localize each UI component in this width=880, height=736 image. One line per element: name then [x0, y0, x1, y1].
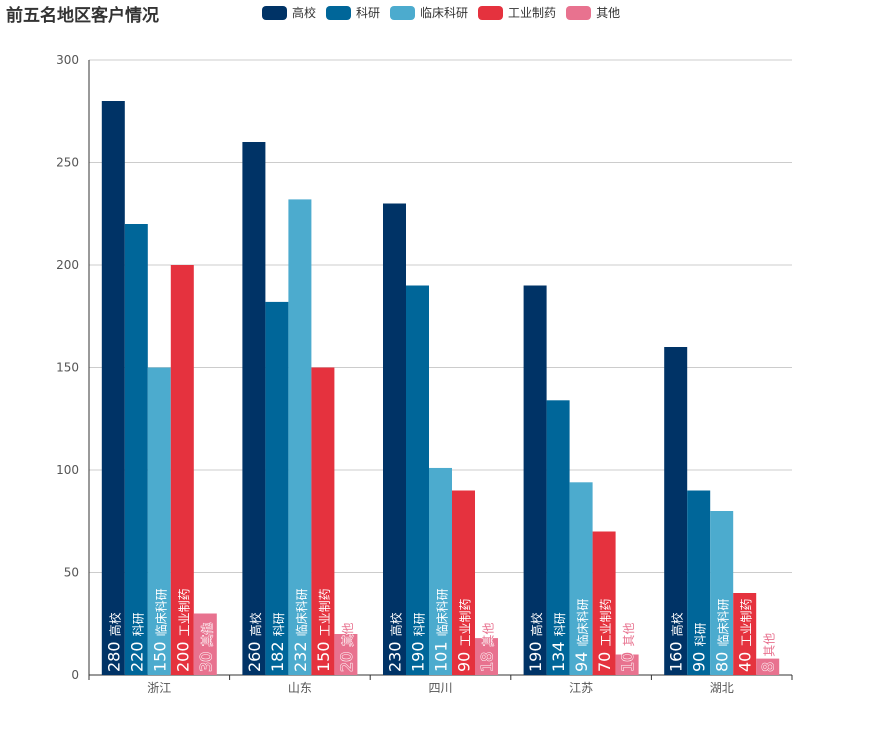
bar [311, 367, 335, 675]
y-tick-label: 100 [56, 463, 79, 477]
bar-data-label: 232 临床科研 [291, 588, 310, 672]
legend-swatch [390, 5, 416, 20]
legend-label: 其他 [596, 6, 621, 20]
bar [733, 593, 757, 675]
bar-data-label: 30 其他 [196, 623, 215, 672]
bar-data-label: 220 科研 [127, 612, 146, 672]
bar-data-label: 80 临床科研 [713, 599, 732, 672]
bar [569, 482, 593, 675]
bar [242, 142, 266, 675]
bar [523, 285, 547, 675]
bar [756, 658, 780, 675]
bar-data-label: 90 工业制药 [455, 599, 474, 672]
bar-data-label: 20 其他 [337, 623, 356, 672]
bar [452, 490, 475, 675]
bar [288, 199, 312, 675]
bar-data-label: 18 其他 [478, 623, 497, 672]
bar [406, 285, 429, 675]
legend-swatch [566, 5, 592, 20]
bar [147, 367, 171, 675]
legend-swatch [478, 5, 504, 20]
bar [687, 490, 711, 675]
chart-title: 前五名地区客户情况 [6, 6, 159, 26]
x-tick-label: 湖北 [710, 680, 734, 695]
bar-data-label: 150 临床科研 [150, 588, 169, 672]
legend-label: 工业制药 [508, 6, 557, 20]
bar [664, 347, 688, 675]
bar-data-label: 230 高校 [386, 612, 405, 672]
bar-data-label: 190 科研 [409, 612, 428, 672]
bar [101, 101, 125, 675]
bar-data-label: 134 科研 [549, 612, 568, 672]
bar [334, 634, 358, 675]
y-tick-label: 50 [64, 566, 79, 580]
bar-data-label: 190 高校 [526, 612, 545, 672]
bar-data-label: 94 临床科研 [572, 599, 591, 672]
y-tick-label: 250 [56, 156, 79, 170]
bar [124, 224, 148, 675]
bar [170, 265, 194, 675]
y-tick-label: 300 [56, 53, 79, 67]
legend-label: 高校 [292, 6, 317, 20]
legend-item-gaoxiao[interactable]: 高校 [262, 4, 316, 21]
bar-data-label: 160 高校 [667, 612, 686, 672]
x-tick-label: 浙江 [147, 681, 171, 695]
legend-item-qita[interactable]: 其他 [566, 4, 620, 21]
y-tick-label: 0 [71, 668, 79, 682]
bar [383, 203, 406, 675]
legend-label: 科研 [356, 6, 381, 20]
y-tick-label: 200 [56, 258, 79, 272]
legend-item-linchuang[interactable]: 临床科研 [390, 4, 468, 21]
y-tick-label: 150 [56, 361, 79, 375]
bar-data-label: 150 工业制药 [314, 588, 333, 672]
legend-item-keyan[interactable]: 科研 [326, 4, 380, 21]
bar-data-label: 101 临床科研 [432, 588, 451, 672]
x-tick-label: 四川 [428, 681, 452, 695]
bar [265, 301, 289, 675]
bar-data-label: 260 高校 [245, 612, 264, 672]
bar-data-label: 40 工业制药 [736, 599, 755, 672]
legend-swatch [262, 5, 287, 20]
bar [429, 467, 452, 675]
bar-data-label: 70 工业制药 [595, 599, 614, 672]
bar [546, 400, 570, 675]
legend: 高校 科研 临床科研 工业制药 其他 [262, 4, 630, 21]
legend-label: 临床科研 [420, 6, 469, 20]
bar-data-label: 90 科研 [690, 623, 709, 672]
bar-data-label: 8 其他 [759, 633, 778, 672]
bar-data-label: 200 工业制药 [173, 588, 192, 672]
bar [193, 613, 217, 675]
bar-data-label: 10 其他 [618, 623, 637, 672]
bar [475, 638, 498, 675]
bar [615, 654, 639, 675]
x-tick-label: 山东 [288, 681, 312, 695]
bar-data-label: 280 高校 [104, 612, 123, 672]
legend-item-gongye[interactable]: 工业制药 [478, 4, 556, 21]
x-tick-label: 江苏 [569, 681, 593, 695]
bar [710, 511, 734, 675]
bar [592, 531, 616, 675]
legend-swatch [326, 5, 352, 20]
bar-data-label: 182 科研 [268, 612, 287, 672]
